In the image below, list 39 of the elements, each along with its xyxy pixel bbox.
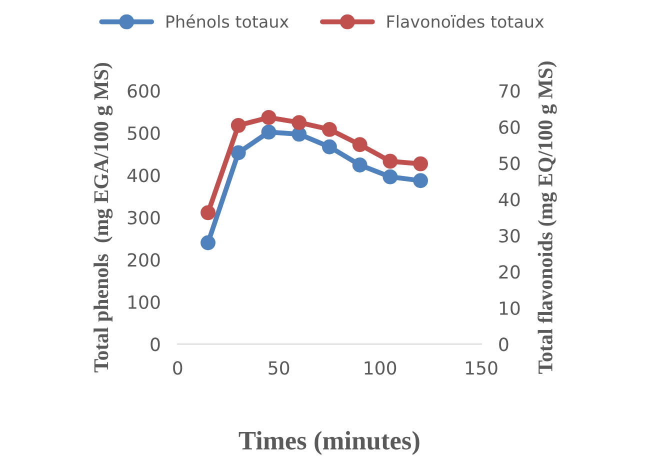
x-tick-label: 0 [173, 361, 182, 375]
y2-tick-label: 70 [499, 84, 520, 98]
point [230, 118, 246, 133]
point [413, 156, 428, 172]
y2-tick-label: 0 [499, 338, 508, 352]
point [230, 145, 246, 160]
point [352, 137, 368, 152]
y-tick-label: 400 [127, 168, 160, 182]
y-tick-label: 600 [128, 84, 160, 98]
y2-tick-label: 20 [499, 265, 520, 279]
point [352, 158, 368, 172]
y-tick-label: 300 [128, 210, 160, 225]
x-tick-label: 100 [364, 361, 396, 375]
y2-tick-label: 40 [498, 192, 520, 206]
x-tick-label: 50 [268, 361, 290, 375]
y2-tick-label: 60 [499, 120, 520, 134]
point [322, 139, 337, 154]
y-tick-label: 200 [128, 253, 160, 267]
point [200, 205, 216, 220]
y-tick-label: 0 [150, 338, 160, 352]
point [413, 173, 428, 188]
y2-tick-label: 50 [499, 156, 520, 170]
point [200, 235, 216, 250]
point [261, 124, 276, 140]
legend-label: Flavonoïdes totaux [387, 15, 544, 28]
y-tick-label: 100 [128, 295, 160, 309]
y-axis-title: Total phenols (mg EGA/100 g MS) [94, 62, 113, 372]
legend-label: Phénols totaux [166, 14, 289, 28]
point [292, 115, 307, 130]
x-tick-label: 150 [466, 361, 498, 375]
point [261, 110, 276, 125]
point [382, 154, 398, 169]
y2-axis-title: Total flavonoids (mg EQ/100 g MS) [538, 62, 557, 374]
y2-tick-label: 30 [499, 228, 520, 243]
y2-tick-label: 10 [500, 301, 520, 316]
y-tick-label: 500 [128, 126, 160, 140]
x-axis-title: Times (minutes) [238, 431, 420, 455]
point [382, 169, 398, 184]
point [322, 122, 337, 137]
